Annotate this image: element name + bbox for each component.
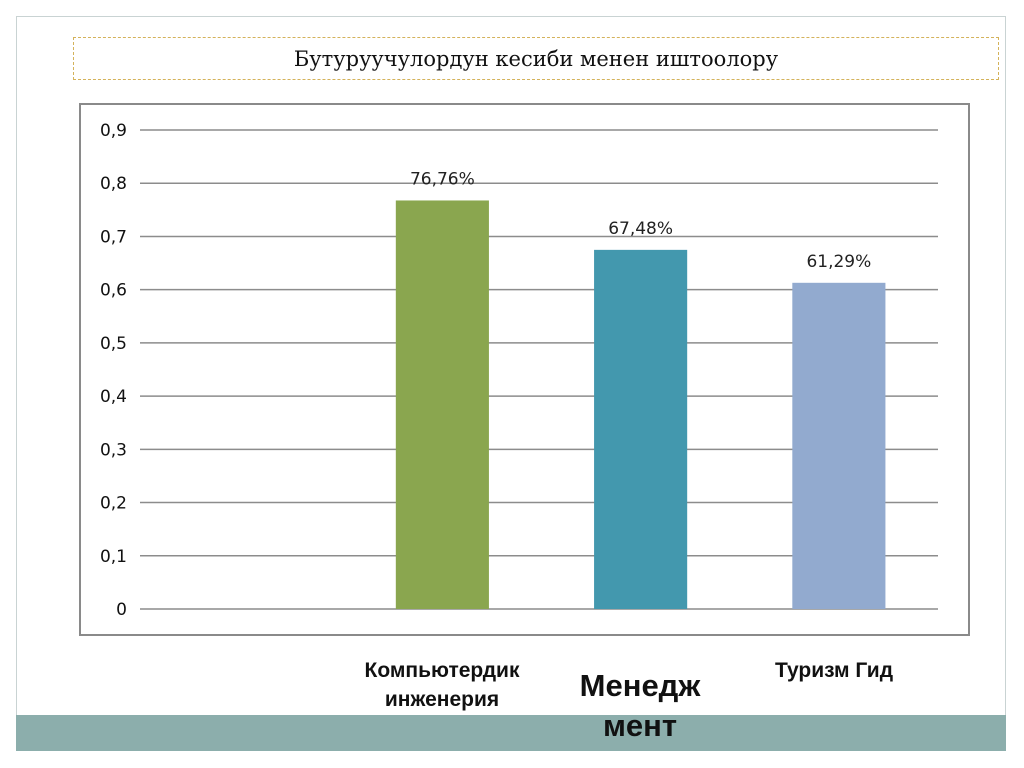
y-tick-label: 0,1: [100, 547, 127, 567]
data-label: 67,48%: [608, 219, 673, 239]
y-tick-label: 0: [116, 600, 127, 620]
bar: [395, 200, 489, 609]
slide-title-text: Бутуруучулордун кесиби менен иштоолору: [293, 46, 779, 71]
y-tick-label: 0,6: [100, 281, 127, 301]
bar: [792, 282, 886, 609]
category-label-line: Туризм Гид: [774, 659, 894, 682]
data-label: 76,76%: [410, 169, 475, 189]
category-label-line: Компьютердик: [364, 659, 520, 682]
category-label-line: инженерия: [384, 688, 500, 711]
footer-band: [16, 715, 1006, 751]
y-tick-label: 0,3: [100, 440, 127, 460]
category-label-tourism-guide: Туризм Гид: [744, 656, 924, 685]
bar: [594, 249, 688, 609]
data-label: 61,29%: [806, 252, 871, 272]
y-tick-label: 0,8: [100, 174, 127, 194]
y-tick-label: 0,5: [100, 334, 127, 354]
category-label-line: Менедж: [579, 668, 701, 703]
y-tick-label: 0,7: [100, 227, 127, 247]
category-label-management: Менедж мент: [550, 666, 730, 746]
category-label-computer-engineering: Компьютердик инженерия: [332, 656, 552, 714]
slide-title: Бутуруучулордун кесиби менен иштоолору: [73, 37, 999, 80]
category-label-line: мент: [602, 708, 678, 743]
y-tick-label: 0,2: [100, 494, 127, 514]
y-tick-label: 0,4: [100, 387, 127, 407]
y-tick-label: 0,9: [100, 121, 127, 141]
